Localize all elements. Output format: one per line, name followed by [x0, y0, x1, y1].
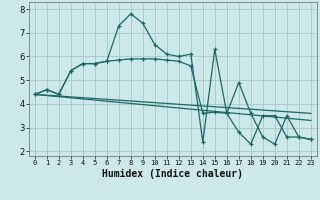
X-axis label: Humidex (Indice chaleur): Humidex (Indice chaleur) — [102, 169, 243, 179]
